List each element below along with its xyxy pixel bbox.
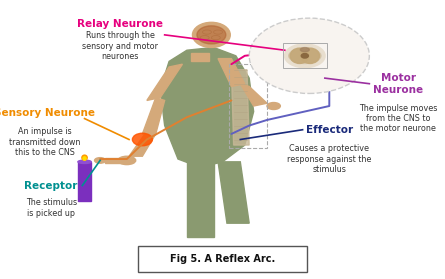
Text: Relay Neurone: Relay Neurone	[77, 19, 163, 29]
Text: Fig 5. A Reflex Arc.: Fig 5. A Reflex Arc.	[170, 254, 275, 264]
Circle shape	[249, 18, 369, 93]
Ellipse shape	[286, 45, 324, 66]
Polygon shape	[240, 84, 267, 106]
Ellipse shape	[197, 26, 226, 44]
Polygon shape	[105, 158, 127, 163]
Text: The impulse moves
from the CNS to
the motor neurone: The impulse moves from the CNS to the mo…	[359, 104, 437, 133]
Text: Effector: Effector	[306, 125, 353, 135]
Polygon shape	[191, 53, 209, 61]
Text: Causes a protective
response against the
stimulus: Causes a protective response against the…	[287, 144, 372, 174]
Ellipse shape	[78, 160, 91, 163]
Ellipse shape	[133, 133, 153, 146]
Text: Runs through the
sensory and motor
neurones: Runs through the sensory and motor neuro…	[82, 31, 158, 61]
Ellipse shape	[290, 48, 309, 64]
Ellipse shape	[301, 48, 320, 64]
Polygon shape	[187, 162, 214, 190]
Ellipse shape	[118, 156, 136, 165]
Polygon shape	[78, 162, 91, 201]
Polygon shape	[231, 70, 249, 145]
Polygon shape	[187, 190, 214, 237]
Ellipse shape	[82, 155, 87, 160]
Text: Motor
Neurone: Motor Neurone	[373, 73, 423, 95]
Text: The stimulus
is picked up: The stimulus is picked up	[26, 198, 77, 218]
Polygon shape	[218, 59, 245, 86]
Polygon shape	[218, 162, 249, 223]
Text: Receptor: Receptor	[24, 181, 78, 191]
Polygon shape	[142, 98, 165, 134]
Ellipse shape	[95, 158, 106, 163]
Circle shape	[301, 54, 308, 58]
Ellipse shape	[267, 103, 280, 110]
Polygon shape	[147, 64, 182, 100]
Polygon shape	[160, 47, 254, 167]
Ellipse shape	[83, 157, 86, 160]
Text: Sensory Neurone: Sensory Neurone	[0, 108, 95, 118]
FancyBboxPatch shape	[138, 246, 307, 272]
Ellipse shape	[193, 22, 231, 47]
Ellipse shape	[300, 47, 309, 52]
Polygon shape	[129, 131, 156, 156]
Text: An impulse is
transmitted down
this to the CNS: An impulse is transmitted down this to t…	[9, 128, 80, 157]
